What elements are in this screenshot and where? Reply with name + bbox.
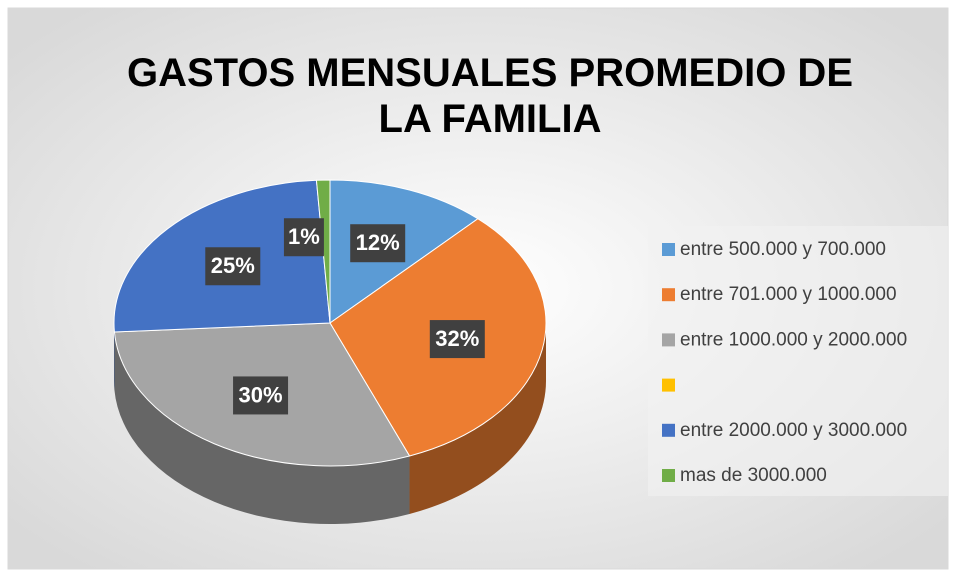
data-label: 32% bbox=[435, 326, 479, 351]
legend-label: entre 701.000 y 1000.000 bbox=[680, 284, 897, 305]
legend-swatch bbox=[662, 469, 675, 482]
legend-swatch bbox=[662, 243, 675, 256]
data-label: 1% bbox=[288, 224, 320, 249]
pie-slice-side bbox=[114, 331, 410, 524]
data-label-box bbox=[205, 247, 261, 286]
pie-slice-side bbox=[409, 323, 546, 514]
data-label-box bbox=[233, 376, 289, 415]
legend-label: entre 2000.000 y 3000.000 bbox=[680, 420, 907, 441]
data-label: 12% bbox=[356, 230, 400, 255]
data-label-box bbox=[283, 218, 324, 257]
chart-title: GASTOS MENSUALES PROMEDIO DE LA FAMILIA bbox=[127, 51, 853, 141]
legend-label: entre 1000.000 y 2000.000 bbox=[680, 329, 907, 350]
legend-label: mas de 3000.000 bbox=[680, 465, 827, 486]
legend-label: entre 500.000 y 700.000 bbox=[680, 239, 886, 260]
data-label-box bbox=[350, 224, 406, 263]
legend-box bbox=[648, 226, 948, 496]
data-label-box bbox=[429, 320, 485, 359]
data-label: 25% bbox=[211, 253, 255, 278]
legend-swatch bbox=[662, 333, 675, 347]
data-label: 30% bbox=[239, 382, 283, 407]
legend-swatch bbox=[662, 288, 675, 302]
legend-swatch bbox=[662, 423, 675, 437]
legend-swatch bbox=[662, 378, 675, 392]
